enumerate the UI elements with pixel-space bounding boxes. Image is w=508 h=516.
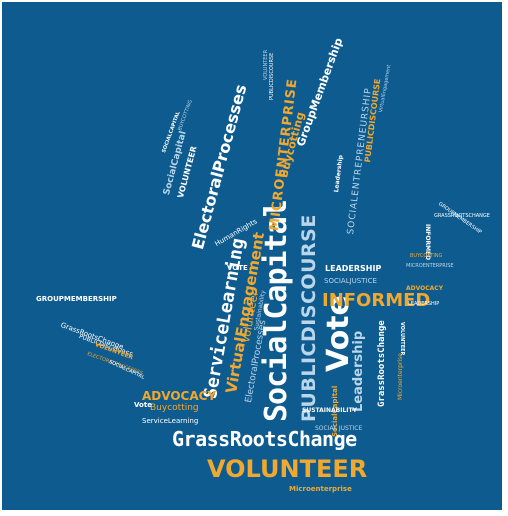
word-buycotting-right: BUYCOTTING	[410, 253, 443, 259]
word-social-justice-mid: SOCIAL JUSTICE	[315, 425, 363, 432]
word-sustainability: SUSTAINABILITY	[302, 407, 357, 414]
word-volunteer: VOLUNTEER	[207, 455, 368, 483]
word-leadership-small: Leadership	[333, 154, 345, 193]
word-microenterprise-right: MICROENTERPRISE	[406, 263, 454, 269]
word-vote-small: Vote	[134, 401, 152, 409]
word-microenterprise-bottom: Microenterprise	[289, 485, 352, 493]
word-grassroots-change-right: GRASSROOTSCHANGE	[434, 213, 490, 219]
word-vote-mid: VOTE	[227, 264, 248, 272]
word-advocacy-right: ADVOCACY	[406, 285, 444, 292]
word-advocacy: ADVOCACY	[142, 389, 217, 403]
word-leadership: Leadership	[351, 330, 366, 412]
word-volunteer-right: VOLUNTEER	[399, 322, 405, 356]
word-group-membership: GroupMembership	[294, 36, 346, 149]
word-leadership-right: LEADERSHIP	[408, 301, 440, 307]
word-grassroots-change-small: GrassRootsChange	[377, 320, 387, 407]
word-buycotting-small: Buycotting	[150, 403, 199, 413]
word-microenterprise-small: Microenterprise	[397, 353, 404, 400]
word-leadership-caps: LEADERSHIP	[325, 264, 382, 273]
word-virtual-engagement-top: VirtualEngagement	[378, 64, 393, 113]
word-informed: INFORMED	[322, 290, 431, 311]
word-public-discourse-top: PUBLICDISCOURSE	[269, 52, 275, 100]
word-group-membership-small: GROUPMEMBERSHIP	[36, 295, 117, 303]
word-public-discourse: PUBLICDISCOURSE	[298, 214, 320, 422]
word-grassroots-change: GrassRootsChange	[172, 427, 357, 451]
word-service-learning-small: ServiceLearning	[142, 417, 199, 425]
word-social-justice: SOCIALJUSTICE	[324, 277, 377, 285]
